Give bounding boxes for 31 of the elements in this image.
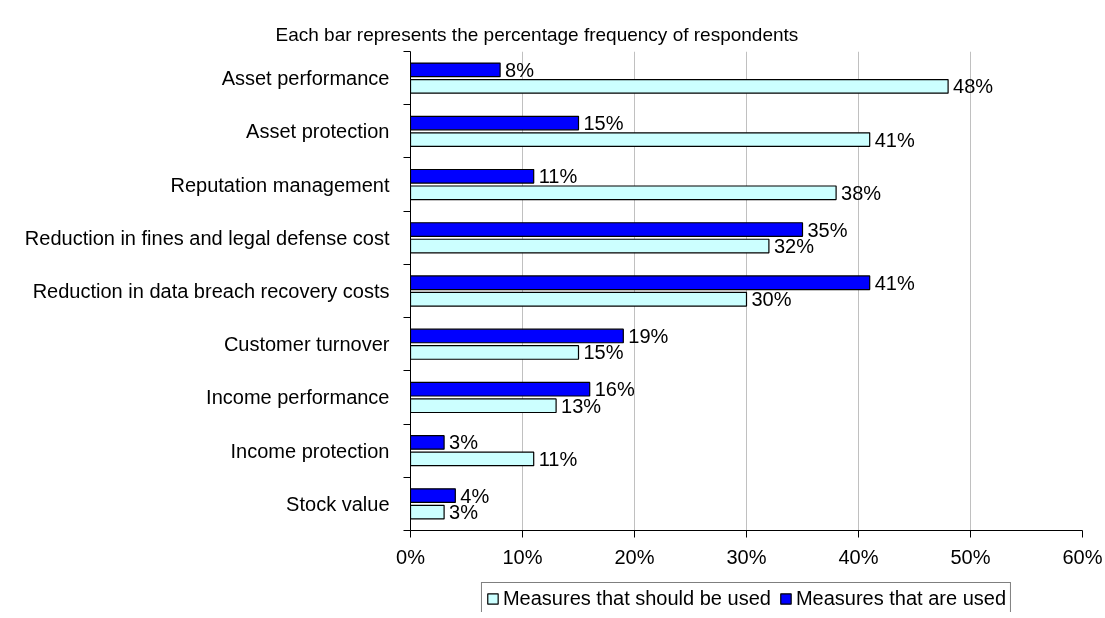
data-label: 11% [538,165,578,188]
chart-title: Each bar represents the percentage frequency of respondents [275,23,799,45]
y-tick-label: Stock value [286,492,390,515]
data-label: 41% [874,128,915,151]
data-label: 30% [751,288,792,311]
x-tick-label: 50% [950,545,991,568]
data-label: 19% [628,324,669,347]
y-tick-label: Income protection [230,439,390,462]
y-tick-label: Reduction in fines and legal defense cost [24,226,390,249]
data-label: 38% [841,181,882,204]
legend-label: Measures that are used [795,587,1007,610]
data-label: 11% [538,447,578,470]
x-tick-label: 10% [502,545,543,568]
x-tick-label: 30% [726,545,767,568]
x-tick-label: 40% [838,545,879,568]
y-tick-label: Asset protection [246,120,390,143]
y-tick-label: Asset performance [221,67,390,90]
y-tick-label: Customer turnover [223,333,390,356]
data-label: 15% [583,112,624,135]
x-tick-label: 0% [396,545,426,568]
data-label: 48% [953,75,994,98]
legend-label: Measures that should be used [502,587,771,610]
y-tick-label: Reduction in data breach recovery costs [32,280,390,302]
y-tick-label: Income performance [206,386,390,409]
data-label: 8% [505,58,535,81]
data-label: 3% [449,431,479,454]
data-label: 41% [874,271,915,294]
y-tick-label: Reputation management [170,173,390,196]
x-tick-label: 20% [614,545,655,568]
x-tick-label: 60% [1062,545,1103,568]
data-label: 15% [583,341,624,364]
